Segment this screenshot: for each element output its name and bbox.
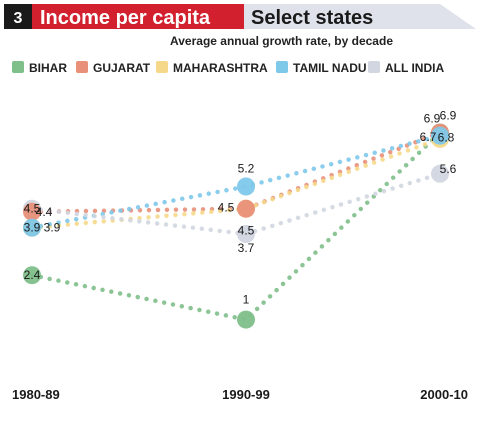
series-line-all-india	[29, 171, 443, 237]
legend-label-tamil-nadu: TAMIL NADU	[293, 61, 367, 75]
data-label-all-india-1980-89: 4.5	[24, 202, 41, 216]
chart-title: Income per capita	[40, 7, 211, 29]
point-gujarat-1980-89	[23, 202, 41, 221]
point-tamil-nadu-1990-99	[237, 177, 255, 196]
legend-label-all-india: ALL INDIA	[385, 61, 444, 75]
data-label-maharashtra-2000-10: 6.7	[420, 130, 437, 144]
data-label-gujarat-2000-10: 6.9	[424, 112, 441, 126]
series-line-bihar	[29, 130, 443, 323]
chart-number-box	[4, 4, 32, 29]
legend-swatch-tamil-nadu	[276, 61, 288, 73]
series-lines	[29, 130, 443, 323]
legend-swatch-bihar	[12, 61, 24, 73]
data-label-all-india-1990-99: 3.7	[238, 241, 255, 255]
chart-header: 3 Income per capita Select states Averag…	[4, 4, 476, 48]
point-bihar-1990-99	[237, 310, 255, 329]
point-tamil-nadu-1980-89	[23, 218, 41, 237]
data-label-bihar-2000-10: 6.9	[440, 109, 457, 123]
data-label-bihar-1990-99: 1	[243, 293, 250, 307]
x-tick-1990-99: 1990-99	[222, 387, 270, 402]
series-line-tamil-nadu	[29, 133, 443, 230]
legend: BIHAR GUJARAT MAHARASHTRA TAMIL NADU ALL IND…	[12, 61, 444, 75]
legend-swatch-maharashtra	[156, 61, 168, 73]
title-band	[32, 4, 244, 29]
chart-title-suffix: Select states	[251, 7, 373, 29]
point-all-india-1990-99	[237, 225, 255, 243]
chart-subtitle: Average annual growth rate, by decade	[170, 34, 393, 48]
point-tamil-nadu-2000-10	[431, 126, 449, 145]
data-label-tamil-nadu-1980-89: 3.9	[24, 221, 41, 235]
legend-swatch-all-india	[368, 61, 380, 73]
chart-number: 3	[14, 10, 23, 27]
legend-swatch-gujarat	[76, 61, 88, 73]
data-label-gujarat-1980-89: 4.4	[36, 205, 53, 219]
data-labels: 2.416.94.4 4.56.93.9 4.56.73.95.26.84.53.7…	[24, 109, 457, 307]
series-points	[23, 123, 449, 329]
data-label-gujarat-1990-99: 4.5	[218, 201, 235, 215]
data-label-maharashtra-1990-99: 4.5	[238, 224, 255, 238]
point-all-india-2000-10	[431, 164, 449, 183]
data-label-all-india-2000-10: 5.6	[440, 162, 457, 176]
data-label-bihar-1980-89: 2.4	[24, 268, 41, 282]
x-tick-2000-10: 2000-10	[420, 387, 468, 402]
x-axis-ticks: 1980-89 1990-99 2000-10	[12, 387, 468, 402]
point-bihar-1980-89	[23, 266, 41, 285]
data-label-tamil-nadu-1990-99: 5.2	[238, 162, 255, 176]
data-label-maharashtra-1980-89: 3.9	[44, 221, 61, 235]
data-label-tamil-nadu-2000-10: 6.8	[438, 131, 455, 145]
legend-label-maharashtra: MAHARASHTRA	[173, 61, 268, 75]
legend-label-bihar: BIHAR	[29, 61, 67, 75]
title-tail-band	[232, 4, 476, 29]
series-line-gujarat	[29, 130, 443, 215]
legend-label-gujarat: GUJARAT	[93, 61, 151, 75]
point-gujarat-1990-99	[237, 199, 255, 218]
x-tick-1980-89: 1980-89	[12, 387, 60, 402]
